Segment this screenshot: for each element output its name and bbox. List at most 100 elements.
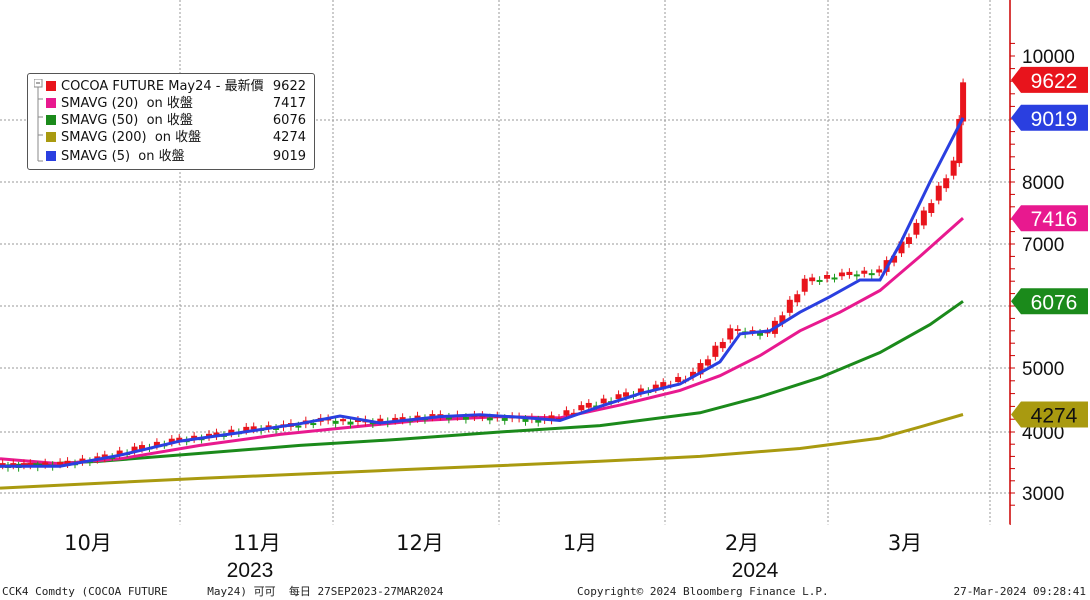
sma20-line (0, 216, 964, 466)
value-marker-4274: 4274 (1011, 401, 1088, 428)
candle-body (757, 332, 764, 336)
candle-body (191, 435, 198, 440)
candle-body (0, 463, 6, 466)
candle-body (816, 279, 823, 282)
legend-label: SMAVG (5) on 收盤 (61, 149, 185, 164)
candle-body (570, 412, 577, 415)
legend-swatch (46, 151, 56, 161)
candle-body (176, 437, 183, 442)
value-marker-6076: 6076 (1011, 288, 1088, 315)
candle-body (950, 160, 957, 176)
candle-body (943, 178, 950, 189)
candle-body (414, 415, 421, 419)
candle-body (905, 237, 912, 244)
candle-body (824, 275, 831, 279)
candle-body (868, 273, 875, 276)
value-marker-box (1011, 66, 1088, 93)
candle-body (116, 450, 123, 455)
value-marker-label: 9622 (1031, 70, 1078, 93)
candle-body (898, 241, 905, 254)
candle-body (578, 405, 585, 411)
candle-body (585, 402, 592, 408)
candle-body (377, 418, 384, 422)
candle-body (719, 341, 726, 349)
legend-label: COCOA FUTURE May24 - 最新價 (61, 79, 264, 94)
sma200-line (0, 413, 964, 490)
candle-body (801, 278, 808, 292)
value-marker-7416: 7416 (1011, 205, 1088, 232)
candle-body (168, 438, 175, 443)
value-marker-label: 7416 (1031, 208, 1078, 231)
candle-body (486, 417, 493, 421)
candle-body (27, 462, 34, 466)
legend-swatch (46, 115, 56, 125)
x-month-label: 12月 (396, 531, 444, 555)
x-year-label: 2024 (732, 559, 779, 582)
candle-body (57, 461, 64, 465)
value-marker-label: 4274 (1031, 404, 1078, 427)
value-marker-9019: 9019 (1011, 104, 1088, 131)
candle-body (637, 388, 644, 393)
candle-body (838, 272, 845, 277)
candle-body (690, 371, 697, 377)
y-tick-label: 10000 (1022, 47, 1075, 68)
candle-body (712, 345, 719, 357)
candle-body (228, 429, 235, 434)
candle-body (42, 462, 49, 466)
candle-body (295, 425, 302, 428)
candle-body (697, 363, 704, 375)
candle-body (445, 416, 452, 420)
footer-copyright: Copyright© 2024 Bloomberg Finance L.P. (577, 585, 829, 598)
candle-body (399, 417, 406, 421)
x-month-label: 3月 (888, 531, 922, 555)
candle-body (734, 328, 741, 331)
value-marker-box (1011, 205, 1088, 232)
footer-ticker: CCK4 Comdty (COCOA FUTURE May24) 可可 每日 2… (2, 585, 444, 598)
candle-body (563, 410, 570, 416)
candle-body (853, 274, 860, 277)
candle-body (153, 441, 160, 446)
candle-body (340, 419, 347, 422)
candle-body (615, 394, 622, 399)
legend-label: SMAVG (20) on 收盤 (61, 96, 193, 111)
candle-body (675, 376, 682, 383)
candle-body (652, 384, 659, 390)
candle-body (786, 299, 793, 313)
legend-row-sma5: SMAVG (5) on 收盤 9019 (46, 148, 312, 165)
sma5-line (0, 117, 965, 468)
candle-body (332, 420, 339, 424)
legend-swatch (46, 81, 56, 91)
candle-body (704, 359, 711, 366)
legend-value: 6076 (272, 113, 306, 128)
candle-body (846, 271, 853, 275)
candle-body (79, 458, 86, 463)
candle-body (429, 414, 436, 418)
candle-body (139, 445, 146, 450)
y-tick-label: 5000 (1022, 359, 1064, 380)
candle-body (213, 432, 220, 437)
candle-body (522, 418, 529, 422)
candle-body (779, 315, 786, 324)
candle-body (250, 426, 257, 430)
value-marker-9622: 9622 (1011, 66, 1088, 93)
candle-body (501, 418, 508, 421)
legend-row-sma20: SMAVG (20) on 收盤 7417 (46, 95, 312, 112)
candle-body (392, 417, 399, 421)
candle-body (273, 427, 280, 430)
candle-body (462, 417, 469, 420)
value-marker-box (1011, 288, 1088, 315)
candle-body (354, 419, 361, 423)
value-marker-label: 6076 (1031, 291, 1078, 314)
candle-body (623, 392, 630, 397)
candle-body (20, 463, 27, 466)
candle-body (861, 270, 868, 274)
legend-swatch (46, 132, 56, 142)
candle-body (920, 210, 927, 226)
legend-row-sma50: SMAVG (50) on 收盤 6076 (46, 112, 312, 129)
candle-body (548, 415, 555, 421)
candle-body (831, 277, 838, 280)
legend-value: 9019 (272, 149, 306, 164)
legend-value: 9622 (272, 79, 306, 94)
value-marker-label: 9019 (1031, 108, 1078, 131)
